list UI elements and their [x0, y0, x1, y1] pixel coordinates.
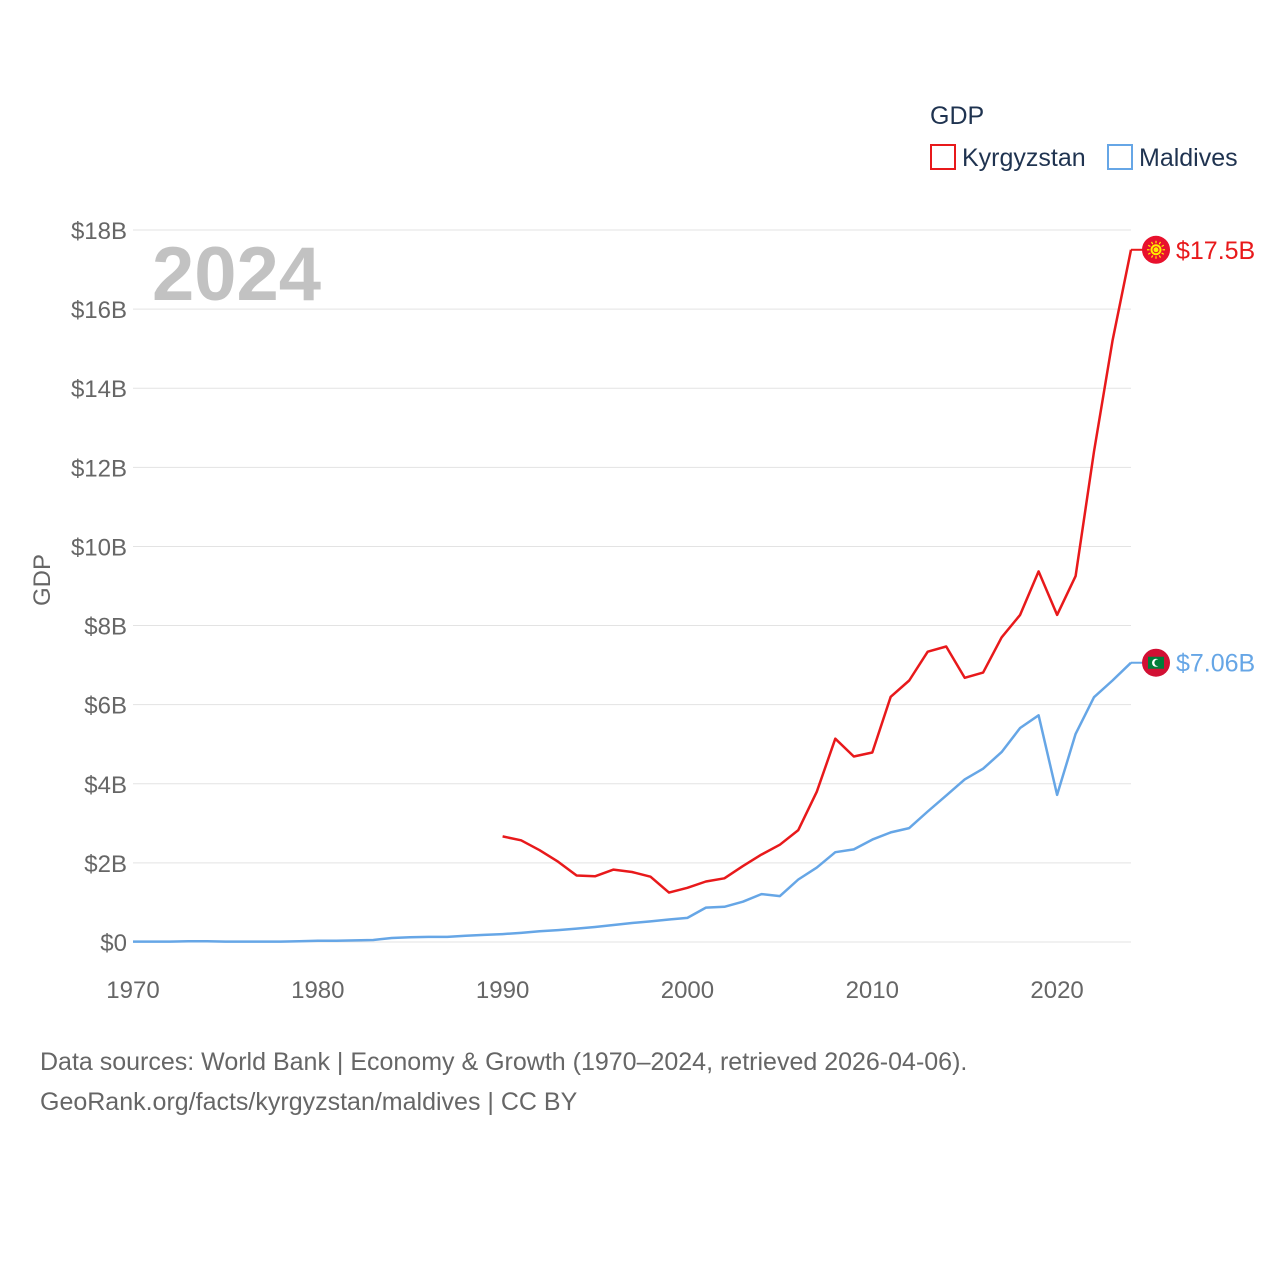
- y-axis: $0 $2B $4B $6B $8B $10B $12B $14B $16B $18B: [71, 218, 127, 957]
- y-tick-label: $14B: [71, 376, 127, 403]
- legend-swatch-kyrgyzstan: [930, 144, 956, 170]
- end-labels: $17.5B $7.06B: [1131, 235, 1255, 678]
- y-tick-label: $16B: [71, 297, 127, 324]
- series-layer: [133, 249, 1133, 943]
- data-source-note: Data sources: World Bank | Economy & Gro…: [40, 1042, 967, 1122]
- kyrgyzstan-flag-icon: [1142, 235, 1170, 264]
- legend-label-kyrgyzstan: Kyrgyzstan: [962, 144, 1086, 172]
- legend-label-maldives: Maldives: [1139, 144, 1238, 172]
- series-line-kyrgyzstan[interactable]: [502, 249, 1133, 894]
- end-value-label-maldives: $7.06B: [1176, 650, 1255, 678]
- year-watermark: 2024: [152, 232, 321, 317]
- source-line-2[interactable]: GeoRank.org/facts/kyrgyzstan/maldives | …: [40, 1088, 578, 1116]
- y-axis-label: GDP: [29, 554, 56, 606]
- y-tick-label: $2B: [84, 851, 127, 878]
- y-tick-label: $12B: [71, 455, 127, 482]
- x-tick-label: 2010: [846, 977, 899, 1004]
- x-tick-label: 1970: [106, 977, 159, 1004]
- legend-title: GDP: [930, 102, 984, 130]
- x-tick-label: 2020: [1030, 977, 1083, 1004]
- y-tick-label: $4B: [84, 772, 127, 799]
- x-tick-label: 2000: [661, 977, 714, 1004]
- end-value-label-kyrgyzstan: $17.5B: [1176, 237, 1255, 265]
- legend: GDP Kyrgyzstan Maldives: [930, 102, 1238, 172]
- y-tick-label: $18B: [71, 218, 127, 245]
- x-tick-label: 1990: [476, 977, 529, 1004]
- y-tick-label: $8B: [84, 614, 127, 641]
- y-tick-label: $10B: [71, 534, 127, 561]
- legend-item-maldives[interactable]: Maldives: [1107, 144, 1238, 172]
- legend-swatch-maldives: [1107, 144, 1133, 170]
- grid-layer: [133, 229, 1131, 943]
- source-line-1: Data sources: World Bank | Economy & Gro…: [40, 1048, 968, 1076]
- legend-item-kyrgyzstan[interactable]: Kyrgyzstan: [930, 144, 1086, 172]
- x-tick-label: 1980: [291, 977, 344, 1004]
- y-tick-label: $0: [100, 930, 127, 957]
- maldives-flag-icon: [1142, 648, 1170, 677]
- series-line-maldives[interactable]: [133, 661, 1132, 943]
- x-axis: 1970 1980 1990 2000 2010 2020: [106, 977, 1083, 1004]
- y-tick-label: $6B: [84, 693, 127, 720]
